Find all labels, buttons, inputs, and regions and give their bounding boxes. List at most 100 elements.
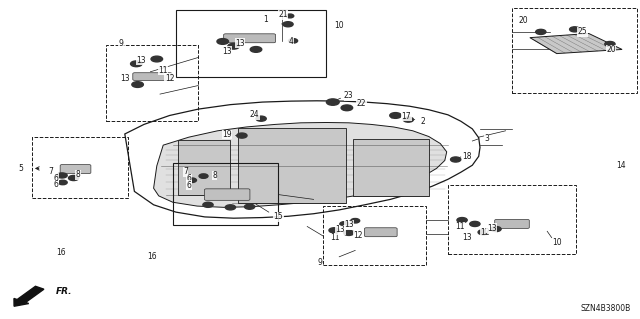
Circle shape: [289, 39, 298, 43]
Text: 11: 11: [159, 66, 168, 75]
Text: 13: 13: [120, 74, 130, 83]
Circle shape: [286, 14, 294, 18]
FancyArrow shape: [14, 286, 44, 306]
Circle shape: [283, 22, 293, 27]
Circle shape: [457, 218, 467, 223]
Circle shape: [244, 204, 255, 209]
Text: 20: 20: [606, 45, 616, 54]
Text: 9: 9: [317, 258, 323, 267]
Text: 13: 13: [335, 225, 346, 234]
Polygon shape: [353, 139, 429, 196]
Circle shape: [250, 47, 262, 52]
FancyBboxPatch shape: [224, 34, 276, 43]
Circle shape: [605, 41, 615, 47]
Text: 8: 8: [76, 170, 81, 179]
Text: 15: 15: [273, 212, 284, 221]
Text: 18: 18: [463, 152, 472, 161]
Text: 20: 20: [518, 16, 529, 25]
Bar: [173, 163, 278, 225]
Bar: [448, 185, 576, 254]
Circle shape: [68, 175, 79, 181]
Text: 5: 5: [18, 164, 23, 173]
Circle shape: [188, 178, 196, 182]
Text: 4: 4: [289, 37, 294, 46]
Text: 13: 13: [136, 56, 146, 65]
Text: 16: 16: [147, 252, 157, 261]
Bar: [176, 10, 326, 77]
Text: 13: 13: [344, 220, 354, 229]
Text: 11: 11: [455, 222, 464, 231]
Text: 6: 6: [186, 174, 191, 183]
Circle shape: [132, 82, 143, 87]
Text: 7: 7: [183, 167, 188, 176]
Circle shape: [256, 116, 266, 121]
Text: 24: 24: [250, 110, 260, 119]
Text: 9: 9: [118, 39, 124, 48]
Circle shape: [451, 157, 461, 162]
Text: 3: 3: [484, 134, 489, 143]
Text: 12: 12: [481, 228, 490, 237]
FancyBboxPatch shape: [133, 73, 172, 80]
Text: 2: 2: [420, 117, 425, 126]
Circle shape: [131, 61, 142, 67]
Bar: [106, 45, 198, 121]
Circle shape: [58, 180, 67, 185]
FancyBboxPatch shape: [495, 219, 529, 228]
Text: 12: 12: [165, 74, 174, 83]
FancyBboxPatch shape: [205, 189, 250, 200]
Text: 10: 10: [552, 238, 562, 247]
Text: 22: 22: [357, 99, 366, 108]
Bar: [32, 137, 128, 198]
Circle shape: [217, 39, 228, 44]
Circle shape: [326, 99, 339, 105]
Text: 25: 25: [577, 27, 588, 36]
Circle shape: [340, 222, 349, 226]
Circle shape: [329, 228, 339, 233]
Text: 13: 13: [486, 224, 497, 233]
Circle shape: [203, 202, 213, 207]
Text: 14: 14: [616, 161, 626, 170]
Text: 13: 13: [462, 233, 472, 242]
Text: 10: 10: [334, 21, 344, 30]
Text: FR.: FR.: [56, 287, 72, 296]
Text: 19: 19: [222, 130, 232, 139]
Polygon shape: [238, 128, 346, 203]
Text: SZN4B3800B: SZN4B3800B: [580, 304, 630, 313]
Circle shape: [57, 173, 67, 178]
Text: 16: 16: [56, 248, 66, 256]
Text: 13: 13: [235, 39, 245, 48]
Circle shape: [344, 230, 354, 235]
Text: 13: 13: [222, 47, 232, 56]
Circle shape: [478, 230, 488, 235]
Circle shape: [491, 226, 501, 232]
Text: 6: 6: [186, 181, 191, 189]
Circle shape: [228, 43, 239, 49]
Polygon shape: [178, 140, 230, 195]
Text: 6: 6: [54, 174, 59, 182]
FancyBboxPatch shape: [60, 165, 91, 174]
Bar: [323, 206, 426, 265]
FancyBboxPatch shape: [365, 228, 397, 237]
Text: 8: 8: [212, 171, 217, 180]
Circle shape: [237, 133, 247, 138]
Text: 7: 7: [49, 167, 54, 176]
Polygon shape: [530, 33, 622, 54]
Circle shape: [151, 56, 163, 62]
Polygon shape: [154, 122, 447, 207]
Circle shape: [390, 113, 401, 118]
Text: 1: 1: [263, 15, 268, 24]
Circle shape: [341, 105, 353, 111]
Circle shape: [403, 117, 413, 122]
Circle shape: [199, 174, 208, 178]
Text: 21: 21: [278, 11, 287, 19]
Bar: [512, 8, 637, 93]
Text: 17: 17: [401, 112, 412, 121]
Circle shape: [351, 219, 360, 223]
Circle shape: [225, 205, 236, 210]
Circle shape: [536, 29, 546, 34]
Text: 12: 12: [354, 231, 363, 240]
Circle shape: [470, 221, 480, 226]
Circle shape: [570, 27, 580, 32]
Text: 6: 6: [54, 180, 59, 189]
Text: 23: 23: [344, 91, 354, 100]
